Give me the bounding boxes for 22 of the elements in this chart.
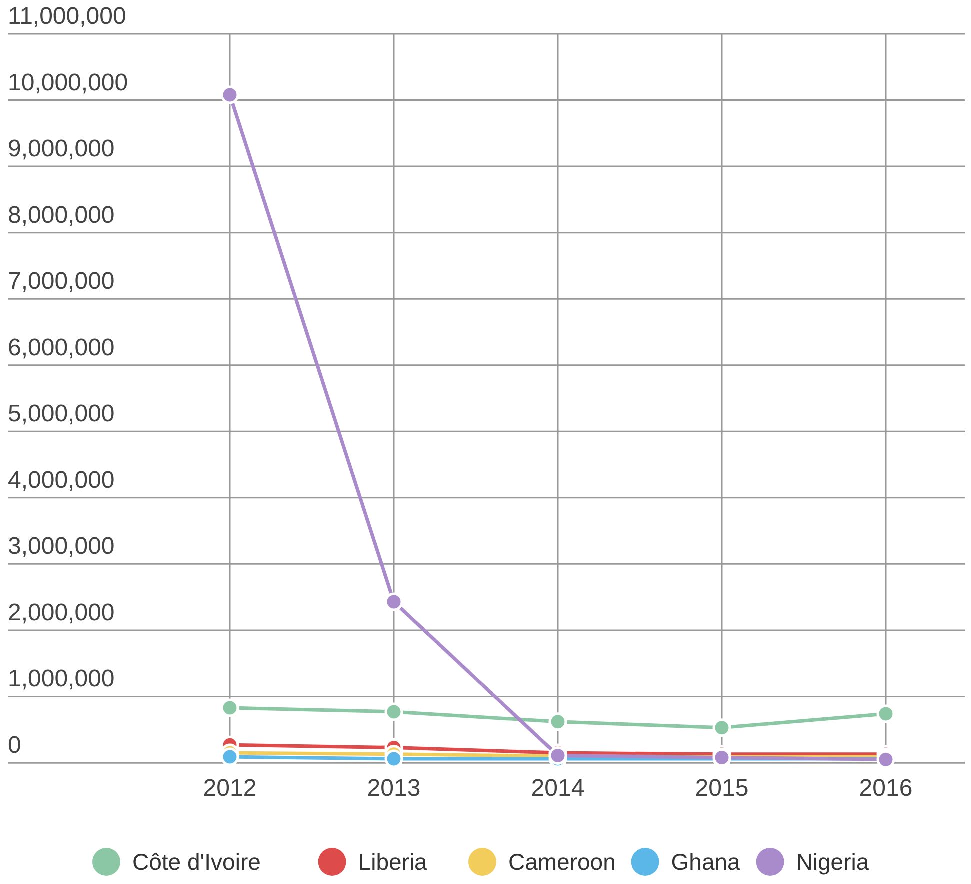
y-tick-label: 2,000,000 (8, 599, 115, 626)
y-tick-label: 10,000,000 (8, 69, 128, 96)
y-tick-label: 0 (8, 732, 22, 759)
y-tick-label: 9,000,000 (8, 136, 115, 163)
y-tick-label: 8,000,000 (8, 202, 115, 229)
x-tick-label: 2014 (531, 775, 585, 802)
x-tick-label: 2013 (367, 775, 421, 802)
x-tick-label: 2012 (203, 775, 257, 802)
legend-label: Nigeria (796, 849, 870, 875)
legend-label: Liberia (358, 849, 428, 875)
y-tick-label: 11,000,000 (8, 3, 126, 30)
legend-label: Côte d'Ivoire (132, 849, 261, 875)
y-tick-label: 7,000,000 (8, 268, 115, 296)
y-tick-label: 6,000,000 (8, 334, 115, 362)
legend-label: Cameroon (508, 849, 616, 875)
y-tick-label: 4,000,000 (8, 466, 115, 494)
y-tick-label: 3,000,000 (8, 533, 115, 560)
legend-label: Ghana (671, 849, 741, 875)
y-tick-label: 5,000,000 (8, 400, 115, 428)
x-tick-label: 2015 (695, 775, 749, 802)
y-tick-label: 1,000,000 (8, 666, 115, 693)
x-tick-label: 2016 (859, 775, 913, 802)
